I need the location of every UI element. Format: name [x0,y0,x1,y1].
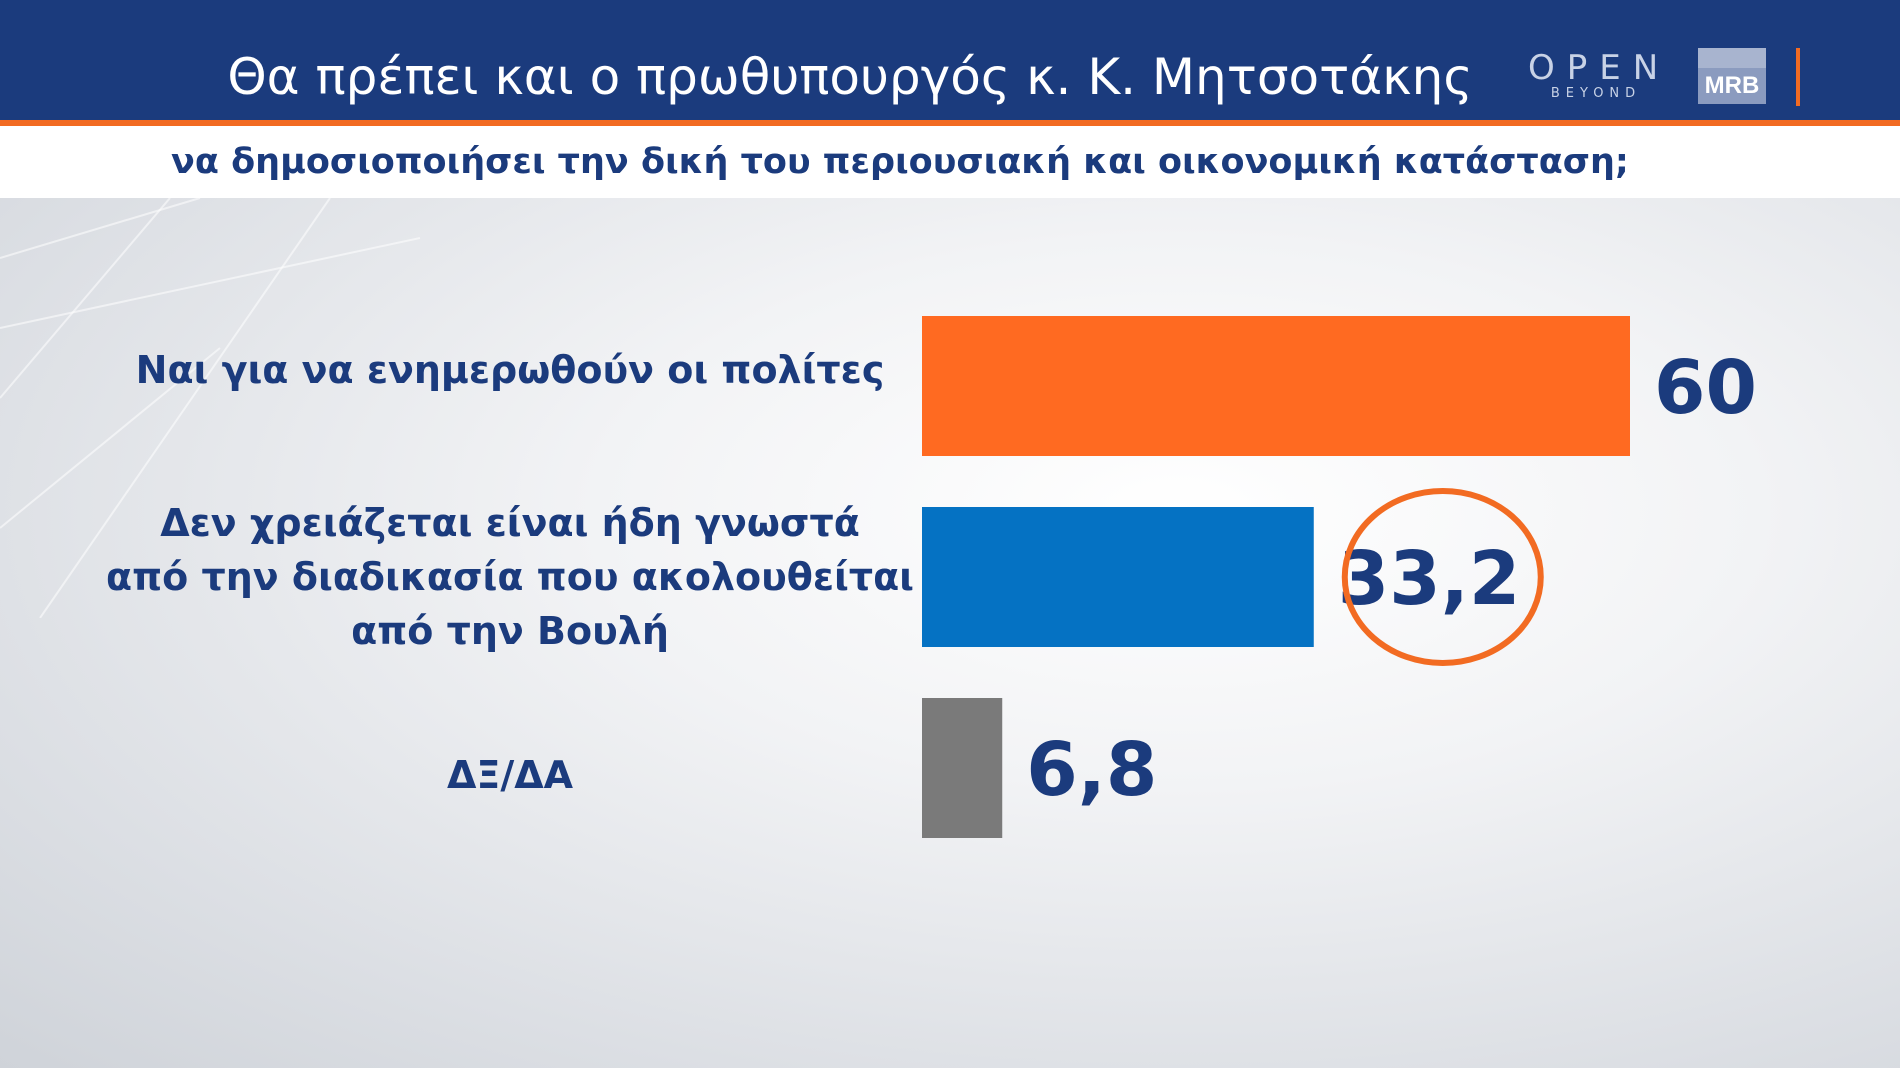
open-logo-subtext: BEYOND [1550,86,1642,101]
header-accent-stripe [0,120,1900,126]
category-label-line: από την διαδικασία που ακολουθείται [105,555,914,599]
bar-1 [922,507,1314,647]
logo-divider [1796,48,1800,106]
value-label-1: 33,2 [1338,536,1521,622]
mrb-logo-band [1698,48,1766,68]
bar-0 [922,316,1630,456]
background-decoration [0,198,421,618]
bar-2 [922,698,1003,838]
mrb-logo: MRB [1698,48,1766,104]
page-subtitle: να δημοσιοποιήσει την δική του περιουσια… [171,142,1629,182]
category-label-2: ΔΞ/ΔΑ [70,748,950,802]
header-bar [0,0,1900,124]
category-label-line: Δεν χρειάζεται είναι ήδη γνωστά [160,501,860,545]
category-label-0: Ναι για να ενημερωθούν οι πολίτες [70,343,950,397]
category-label-line: ΔΞ/ΔΑ [446,753,574,797]
open-logo: OPEN BEYOND [1528,50,1664,102]
highlight-circle [1341,488,1544,666]
category-label-line: από την Βουλή [351,609,669,653]
category-label-line: Ναι για να ενημερωθούν οι πολίτες [135,348,885,392]
subtitle-bar [0,126,1900,198]
mrb-logo-text: MRB [1704,72,1760,99]
value-label-0: 60 [1654,345,1757,431]
page-title: Θα πρέπει και ο πρωθυπουργός κ. Κ. Μητσο… [227,48,1473,106]
category-label-1: Δεν χρειάζεται είναι ήδη γνωστά από την δ… [70,496,950,658]
open-logo-text: OPEN [1528,48,1671,88]
value-label-2: 6,8 [1026,727,1157,813]
